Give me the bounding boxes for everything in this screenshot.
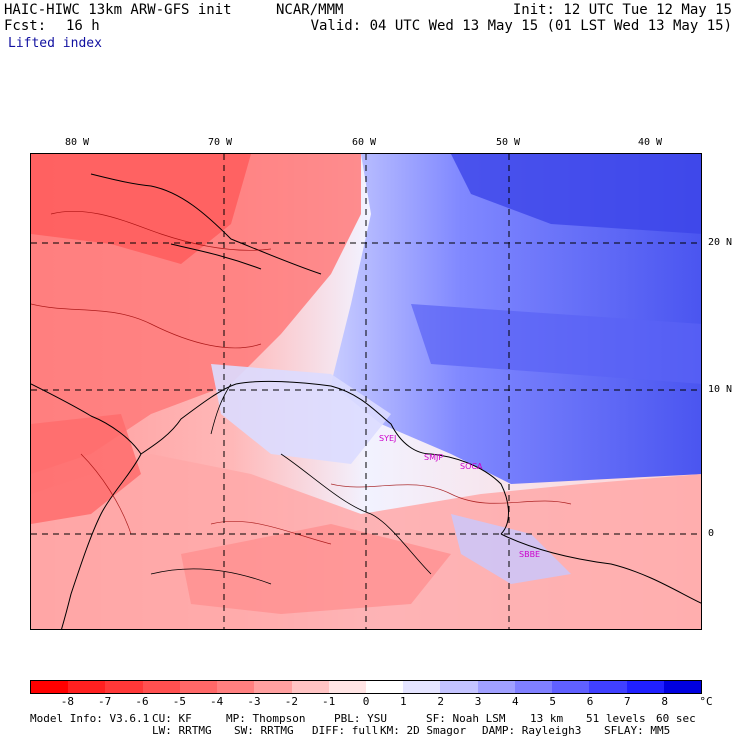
colorbar-segment: [514, 681, 553, 693]
colorbar-segment: [626, 681, 664, 693]
colorbar-segment: [365, 681, 404, 693]
init-time: Init: 12 UTC Tue 12 May 15: [512, 2, 732, 18]
footer-resolution: 13 km: [530, 712, 564, 725]
lat-label-20n: 20 N: [708, 237, 733, 248]
station-label-syej: SYEJ: [379, 434, 396, 443]
station-label-soca: SOCA: [460, 462, 483, 471]
station-label-smjp: SMJP: [424, 453, 443, 462]
colorbar-tick-label: -8: [60, 695, 74, 708]
forecast-label: Fcst:: [4, 18, 47, 34]
colorbar-segment: [552, 681, 590, 693]
footer-sw: SW: RRTMG: [234, 724, 294, 737]
footer-cu: CU: KF: [152, 712, 192, 725]
colorbar-segment: [477, 681, 515, 693]
footer-timestep: 60 sec: [656, 712, 696, 725]
colorbar-tick-label: -5: [172, 695, 186, 708]
colorbar-tick-label: 3: [474, 695, 482, 708]
lifted-index-map: SYEJ SMJP SOCA SBBE: [30, 153, 702, 630]
lon-label-40w: 40 W: [638, 137, 663, 148]
colorbar-tick-label: 8: [661, 695, 668, 708]
colorbar-tick-label: -1: [322, 695, 336, 708]
colorbar-segment: [217, 681, 255, 693]
colorbar-tick-label: 2: [437, 695, 444, 708]
lat-label-10n: 10 N: [708, 384, 733, 395]
lon-label-70w: 70 W: [208, 137, 233, 148]
colorbar-tick-label: -6: [135, 695, 149, 708]
plot-title: HAIC-HIWC 13km ARW-GFS init: [4, 2, 232, 18]
colorbar-segment: [68, 681, 106, 693]
colorbar: [30, 680, 702, 694]
footer-pbl: PBL: YSU: [334, 712, 387, 725]
valid-time: Valid: 04 UTC Wed 13 May 15 (01 LST Wed …: [310, 18, 732, 34]
colorbar-tick-label: -2: [284, 695, 298, 708]
footer-sf: SF: Noah LSM: [426, 712, 506, 725]
field-name: Lifted index: [8, 36, 102, 51]
colorbar-tick-label: 0: [362, 695, 370, 708]
footer-lw: LW: RRTMG: [152, 724, 212, 737]
colorbar-tick-label: -3: [247, 695, 261, 708]
colorbar-unit: °C: [699, 695, 713, 708]
colorbar-segment: [589, 681, 627, 693]
footer-levels: 51 levels: [586, 712, 646, 725]
colorbar-segment: [142, 681, 180, 693]
lon-label-80w: 80 W: [65, 137, 90, 148]
colorbar-tick-label: 7: [624, 695, 631, 708]
lat-label-equator: 0: [708, 528, 715, 539]
station-label-sbbe: SBBE: [519, 550, 540, 559]
colorbar-segment: [105, 681, 143, 693]
colorbar-segment: [440, 681, 478, 693]
colorbar-segment: [31, 681, 69, 693]
colorbar-tick-label: -7: [98, 695, 112, 708]
colorbar-segment: [663, 681, 701, 693]
footer-model-info: Model Info: V3.6.1: [30, 712, 150, 725]
footer-km: KM: 2D Smagor: [380, 724, 467, 737]
colorbar-tick-label: 4: [512, 695, 519, 708]
colorbar-tick-label: 5: [549, 695, 556, 708]
lon-label-50w: 50 W: [496, 137, 521, 148]
footer-diff: DIFF: full: [312, 724, 379, 737]
footer-sflay: SFLAY: MM5: [604, 724, 671, 737]
colorbar-segment: [328, 681, 366, 693]
colorbar-tick-label: -4: [210, 695, 224, 708]
colorbar-tick-label: 1: [400, 695, 407, 708]
colorbar-segment: [179, 681, 218, 693]
colorbar-tick-label: 6: [586, 695, 594, 708]
footer-damp: DAMP: Rayleigh3: [482, 724, 582, 737]
colorbar-segment: [254, 681, 292, 693]
forecast-hour: 16 h: [66, 18, 100, 34]
footer-mp: MP: Thompson: [226, 712, 306, 725]
lon-label-60w: 60 W: [352, 137, 377, 148]
organization-label: NCAR/MMM: [276, 2, 344, 18]
colorbar-segment: [291, 681, 329, 693]
colorbar-segment: [403, 681, 441, 693]
